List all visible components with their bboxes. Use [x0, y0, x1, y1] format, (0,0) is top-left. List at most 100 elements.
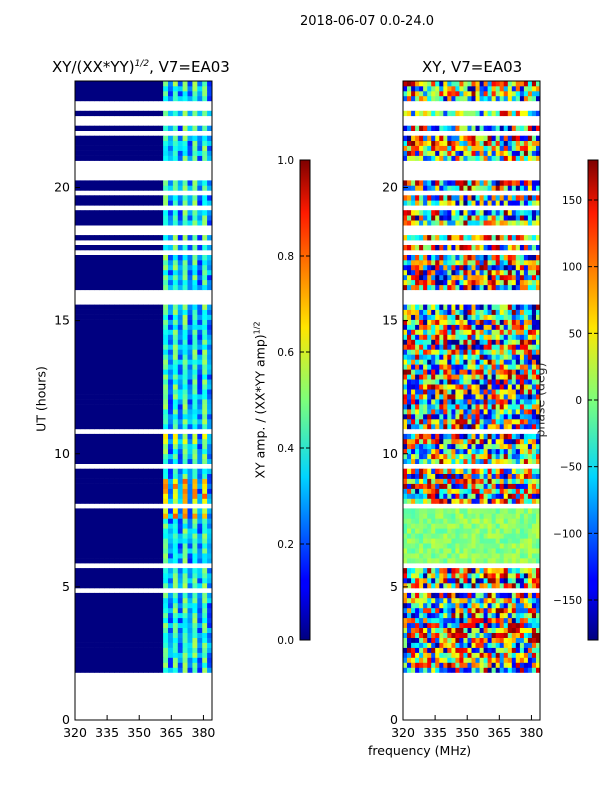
frequency-xlabel: frequency (MHz)	[368, 743, 472, 758]
amp-cell	[119, 245, 125, 251]
amp-cell	[153, 389, 159, 395]
amp-cell	[119, 642, 125, 648]
amp-cell	[192, 498, 198, 504]
amp-cell	[128, 220, 135, 226]
phase-cell	[443, 443, 448, 450]
phase-cell	[515, 533, 521, 539]
phase-cell	[455, 438, 460, 445]
phase-cell	[519, 488, 525, 494]
phase-cell	[507, 513, 513, 519]
amp-cell	[143, 617, 149, 624]
phase-cell	[443, 523, 448, 529]
amp-cell	[84, 622, 91, 628]
phase-cell	[495, 578, 501, 584]
amp-cell	[163, 309, 169, 315]
amp-cell	[138, 637, 144, 643]
phase-cell	[467, 399, 472, 405]
amp-cell	[143, 448, 149, 455]
amp-cell	[192, 419, 198, 425]
amp-cell	[202, 473, 208, 479]
amp-cell	[104, 389, 110, 395]
amp-cell	[128, 558, 135, 564]
phase-cell	[443, 329, 448, 335]
amp-cell	[84, 319, 91, 325]
phase-cell	[495, 433, 501, 440]
amp-cell	[79, 155, 86, 161]
amp-cell	[168, 210, 174, 216]
amp-cell	[99, 155, 105, 161]
phase-cell	[519, 657, 525, 663]
amp-cell	[153, 409, 159, 415]
amp-cell	[163, 419, 169, 425]
phase-cell	[487, 364, 492, 370]
phase-cell	[531, 652, 537, 658]
phase-cell	[455, 607, 460, 614]
phase-cell	[475, 339, 480, 345]
phase-cell	[483, 433, 488, 440]
amp-cell	[99, 95, 105, 102]
amp-cell	[207, 180, 213, 186]
phase-cell	[459, 513, 464, 519]
amp-cell	[128, 622, 135, 628]
phase-cell	[427, 478, 432, 484]
amp-cell	[109, 210, 115, 216]
amp-cell	[99, 518, 105, 524]
phase-cell	[411, 409, 416, 415]
phase-cell	[471, 558, 476, 564]
phase-cell	[536, 349, 541, 355]
phase-cell	[451, 518, 456, 524]
amp-cell	[197, 438, 203, 445]
phase-cell	[451, 404, 456, 410]
phase-cell	[523, 558, 529, 564]
amp-cell	[192, 125, 198, 131]
phase-cell	[519, 379, 525, 385]
phase-cell	[471, 478, 476, 484]
amp-cell	[128, 548, 135, 554]
phase-cell	[415, 344, 420, 350]
phase-cell	[479, 607, 484, 614]
phase-cell	[439, 597, 444, 604]
phase-cell	[447, 419, 452, 425]
amp-cell	[207, 548, 213, 554]
amp-cell	[89, 662, 95, 668]
amp-cell	[172, 627, 179, 633]
phase-cell	[403, 622, 408, 628]
phase-cell	[455, 473, 460, 479]
amp-cell	[187, 389, 193, 395]
phase-cell	[447, 652, 452, 658]
amp-cell	[168, 90, 174, 97]
amp-cell	[94, 538, 100, 544]
phase-cell	[415, 558, 420, 564]
phase-cell	[415, 523, 420, 529]
amp-cell	[133, 513, 139, 519]
phase-cell	[427, 637, 432, 643]
phase-cell	[455, 324, 460, 330]
phase-cell	[439, 364, 444, 370]
amp-cell	[75, 339, 81, 345]
phase-cell	[435, 533, 440, 539]
phase-cell	[536, 662, 541, 668]
phase-cell	[439, 369, 444, 375]
phase-cell	[455, 339, 460, 345]
phase-cell	[467, 448, 472, 455]
phase-cell	[511, 354, 517, 360]
phase-cell	[431, 597, 436, 604]
amp-cell	[128, 553, 135, 559]
amp-cell	[84, 642, 91, 648]
phase-cell	[451, 438, 456, 445]
amp-cell	[123, 304, 130, 310]
amp-cell	[133, 642, 139, 648]
phase-cell	[467, 533, 472, 539]
phase-cell	[455, 458, 460, 464]
phase-cell	[415, 578, 420, 584]
amp-cell	[114, 498, 120, 504]
amp-cell	[119, 513, 125, 519]
phase-cell	[451, 578, 456, 584]
phase-cell	[435, 399, 440, 405]
amp-cell	[133, 264, 139, 271]
amp-cell	[177, 180, 184, 186]
phase-cell	[483, 523, 488, 529]
phase-cell	[503, 602, 509, 609]
amp-cell	[197, 150, 203, 156]
phase-cell	[435, 637, 440, 643]
